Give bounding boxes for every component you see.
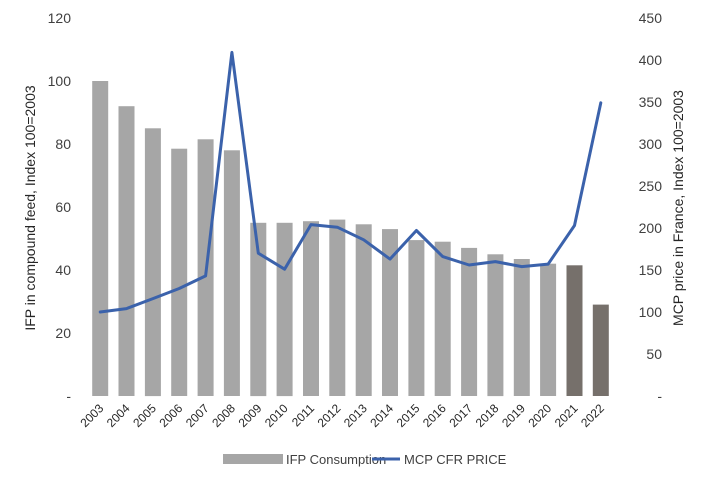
right-tick-label: 350	[639, 94, 663, 110]
x-tick-label: 2017	[446, 401, 475, 430]
right-tick-label: 200	[639, 220, 663, 236]
legend-bar-swatch	[223, 454, 283, 464]
bar-2016	[434, 241, 451, 396]
bar-2012	[329, 219, 346, 396]
left-tick-label: 80	[55, 136, 71, 152]
bar-2014	[382, 229, 398, 396]
bar-2010	[276, 222, 293, 397]
bar-2006	[171, 148, 188, 396]
x-tick-label: 2008	[209, 401, 238, 430]
right-tick-label: 400	[639, 52, 663, 68]
x-tick-label: 2011	[289, 401, 317, 429]
x-tick-label: 2006	[157, 401, 186, 430]
x-tick-label: 2004	[104, 401, 133, 430]
bar-2019	[513, 259, 530, 396]
mcp-price-line	[98, 50, 603, 314]
x-tick-label: 2014	[367, 401, 396, 430]
right-tick-label: 250	[639, 178, 663, 194]
right-tick-label: 300	[639, 136, 663, 152]
right-axis-ticks: - 50 100 150 200 250 300 350 400 450	[639, 10, 663, 404]
x-tick-label: 2022	[578, 401, 607, 430]
x-tick-label: 2015	[394, 401, 423, 430]
left-axis-label: IFP in compound feed, Index 100=2003	[22, 85, 38, 331]
right-axis-label: MCP price in France, Index 100=2003	[670, 90, 686, 326]
bar-2004	[118, 106, 135, 396]
x-tick-label: 2010	[262, 401, 291, 430]
bar-2017	[461, 247, 478, 396]
right-tick-label: -	[657, 388, 662, 404]
bar-2015	[408, 240, 425, 396]
x-tick-label: 2016	[420, 401, 449, 430]
x-tick-label: 2013	[341, 401, 370, 430]
x-tick-label: 2005	[130, 401, 159, 430]
bar-group	[92, 81, 609, 397]
x-tick-label: 2018	[473, 401, 502, 430]
left-tick-label: 100	[48, 73, 72, 89]
x-tick-label: 2007	[183, 401, 212, 430]
bar-2011	[303, 221, 319, 396]
left-tick-label: 120	[48, 10, 72, 26]
bar-2008	[223, 150, 240, 396]
left-tick-label: -	[66, 388, 71, 404]
bar-2021	[566, 265, 583, 396]
left-tick-label: 20	[55, 325, 71, 341]
right-tick-label: 50	[646, 346, 662, 362]
bar-2003	[92, 81, 109, 396]
x-tick-label: 2019	[499, 401, 528, 430]
x-tick-label: 2021	[552, 401, 581, 430]
x-axis-ticks: 2003200420052006200720082009201020112012…	[78, 401, 608, 430]
bar-2005	[144, 128, 161, 397]
right-tick-label: 100	[639, 304, 663, 320]
bar-2009	[250, 222, 267, 397]
left-tick-label: 40	[55, 262, 71, 278]
left-tick-label: 60	[55, 199, 71, 215]
x-tick-label: 2020	[525, 401, 554, 430]
bar-2020	[540, 263, 557, 396]
bar-2022	[592, 304, 609, 396]
bar-2013	[355, 224, 372, 396]
left-axis-ticks: - 20 40 60 80 100 120	[48, 10, 72, 404]
right-tick-label: 450	[639, 10, 663, 26]
x-tick-label: 2012	[315, 401, 344, 430]
x-tick-label: 2009	[236, 401, 265, 430]
right-tick-label: 150	[639, 262, 663, 278]
legend-bar-label: IFP Consumption	[286, 452, 386, 467]
x-tick-label: 2003	[78, 401, 107, 430]
bar-2018	[487, 254, 504, 397]
legend: IFP Consumption MCP CFR PRICE	[223, 452, 507, 467]
legend-line-label: MCP CFR PRICE	[404, 452, 507, 467]
